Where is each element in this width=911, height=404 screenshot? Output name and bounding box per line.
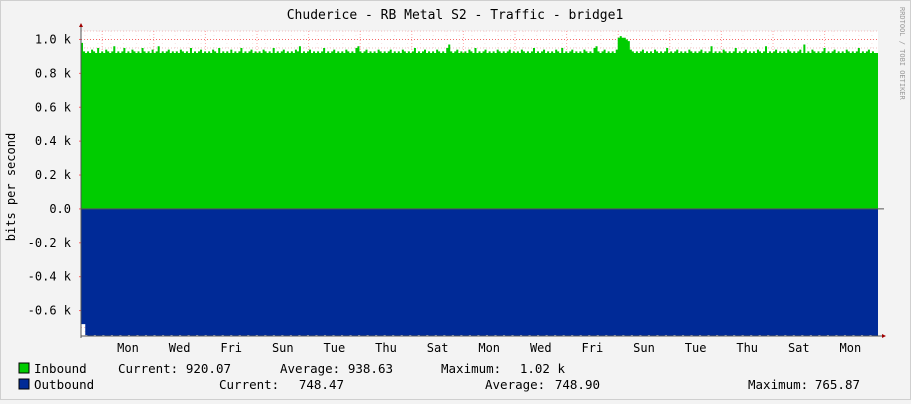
inbound-legend-name: Inbound: [34, 361, 87, 376]
inbound-average-value: 938.63: [348, 361, 393, 376]
outbound-area: [81, 208, 878, 336]
x-tick-label: Wed: [169, 341, 191, 355]
outbound-current-label: Current:: [219, 377, 279, 392]
x-tick-label: Sat: [427, 341, 449, 355]
inbound-average-label: Average:: [280, 361, 340, 376]
x-axis-arrow: [882, 334, 886, 338]
y-tick-label: 1.0 k: [35, 32, 72, 46]
chart-title: Chuderice - RB Metal S2 - Traffic - brid…: [287, 8, 624, 23]
x-tick-label: Thu: [736, 341, 758, 355]
outbound-current-value: 748.47: [299, 377, 344, 392]
series-areas: [81, 36, 878, 336]
x-tick-labels: Mon Wed Fri Sun Tue Thu Sat Mon Wed Fri Sun Tue Thu S…: [117, 341, 861, 355]
x-tick-label: Fri: [582, 341, 604, 355]
outbound-average-value: 748.90: [555, 377, 600, 392]
legend: Inbound Current: 920.07 Average: 938.63 Maxim…: [18, 361, 860, 392]
inbound-area: [81, 36, 878, 209]
y-tick-label: 0.6 k: [35, 100, 72, 114]
x-tick-label: Sun: [272, 341, 294, 355]
x-tick-label: Wed: [530, 341, 552, 355]
x-tick-label: Sun: [633, 341, 655, 355]
outbound-legend-name: Outbound: [34, 377, 94, 392]
outbound-legend-swatch: [18, 378, 30, 390]
inbound-maximum-value: 1.02 k: [520, 361, 566, 376]
y-tick-label: 0.0: [49, 202, 71, 216]
y-axis-arrow: [79, 23, 83, 27]
y-tick-label: 0.8 k: [35, 66, 72, 80]
y-tick-label: -0.6 k: [28, 304, 72, 318]
inbound-current-label: Current:: [118, 361, 178, 376]
x-tick-label: Thu: [375, 341, 397, 355]
inbound-maximum-label: Maximum:: [441, 361, 501, 376]
x-tick-label: Sat: [788, 341, 810, 355]
y-tick-label: -0.2 k: [28, 236, 72, 250]
y-tick-labels: 1.0 k 0.8 k 0.6 k 0.4 k 0.2 k 0.0 -0.2 k -0.4 k…: [28, 32, 72, 317]
watermark: RRDTOOL / TOBI OETIKER: [898, 7, 906, 101]
outbound-maximum-label: Maximum:: [748, 377, 808, 392]
y-tick-label: 0.4 k: [35, 134, 72, 148]
x-tick-label: Tue: [685, 341, 707, 355]
axes: [79, 23, 886, 338]
inbound-current-value: 920.07: [186, 361, 231, 376]
inbound-legend-swatch: [18, 362, 30, 374]
y-tick-label: -0.4 k: [28, 270, 72, 284]
outbound-average-label: Average:: [485, 377, 545, 392]
x-tick-label: Mon: [117, 341, 139, 355]
outbound-maximum-value: 765.87: [815, 377, 860, 392]
y-axis-label: bits per second: [4, 133, 18, 241]
x-tick-label: Tue: [324, 341, 346, 355]
x-tick-label: Mon: [840, 341, 862, 355]
x-tick-label: Mon: [478, 341, 500, 355]
x-tick-label: Fri: [220, 341, 242, 355]
y-tick-label: 0.2 k: [35, 168, 72, 182]
